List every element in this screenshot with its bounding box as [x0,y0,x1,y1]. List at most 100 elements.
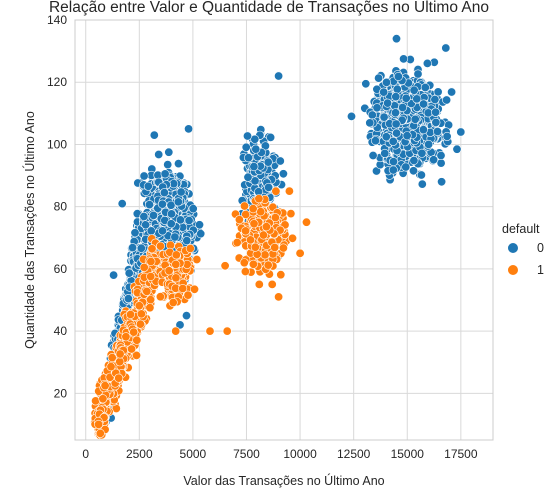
point-series-0 [176,216,184,224]
point-series-1 [116,358,124,366]
point-series-0 [145,200,153,208]
point-series-1 [302,218,310,226]
x-tick-labels: 0 2500 5000 7500 10000 12500 15000 17500 [82,447,477,461]
point-series-0 [424,140,432,148]
point-series-0 [380,88,388,96]
point-series-0 [403,132,411,140]
point-series-0 [382,133,390,141]
point-series-1 [169,298,177,306]
point-series-0 [431,108,439,116]
point-series-1 [272,187,280,195]
point-series-0 [362,80,370,88]
point-series-0 [347,112,355,120]
point-series-0 [182,311,190,319]
point-series-1 [122,333,130,341]
y-tick-label: 80 [54,200,68,214]
point-series-0 [424,109,432,117]
point-series-1 [255,280,263,288]
point-series-1 [206,327,214,335]
y-tick-label: 40 [54,324,68,338]
point-series-1 [148,245,156,253]
x-tick-label: 7500 [233,447,260,461]
y-tick-labels: 20 40 60 80 100 120 140 [47,13,67,400]
point-series-1 [240,259,248,267]
point-series-0 [437,159,445,167]
point-series-0 [131,229,139,237]
point-series-0 [244,154,252,162]
point-series-1 [246,236,254,244]
point-series-0 [373,104,381,112]
point-series-1 [127,345,135,353]
point-series-0 [128,243,136,251]
point-series-1 [140,263,148,271]
point-series-0 [144,182,152,190]
point-series-1 [165,267,173,275]
point-series-0 [447,88,455,96]
x-tick-label: 12500 [337,447,371,461]
point-series-1 [190,285,198,293]
point-series-1 [172,260,180,268]
point-series-0 [413,95,421,103]
point-series-0 [392,129,400,137]
point-series-1 [143,287,151,295]
point-series-0 [394,72,402,80]
point-series-0 [125,269,133,277]
point-series-0 [242,143,250,151]
point-series-1 [115,374,123,382]
point-series-0 [457,128,465,136]
point-series-1 [156,293,164,301]
point-series-1 [137,310,145,318]
point-series-0 [150,131,158,139]
point-series-0 [161,170,169,178]
point-series-1 [186,244,194,252]
point-series-0 [118,199,126,207]
point-series-1 [101,382,109,390]
point-series-1 [146,304,154,312]
point-series-1 [285,187,293,195]
point-series-0 [171,233,179,241]
y-tick-label: 60 [54,262,68,276]
point-series-0 [264,158,272,166]
point-series-1 [233,238,241,246]
point-series-1 [287,209,295,217]
point-series-1 [94,420,102,428]
point-series-0 [423,59,431,67]
point-series-1 [240,202,248,210]
point-series-0 [409,167,417,175]
point-series-0 [402,94,410,102]
point-series-0 [392,120,400,128]
y-axis-label: Quantidade das Transações no Último Ano [22,111,37,349]
point-series-0 [433,127,441,135]
point-series-1 [223,327,231,335]
x-tick-label: 0 [82,447,89,461]
point-series-0 [174,159,182,167]
point-series-1 [172,251,180,259]
point-series-0 [382,78,390,86]
point-series-1 [268,280,276,288]
point-series-0 [393,85,401,93]
point-series-0 [266,133,274,141]
point-series-0 [402,163,410,171]
point-series-0 [155,150,163,158]
point-series-1 [288,234,296,242]
chart-title: Relação entre Valor e Quantidade de Tran… [49,0,489,16]
point-series-0 [195,221,203,229]
point-series-0 [453,145,461,153]
point-series-0 [243,132,251,140]
point-series-0 [174,198,182,206]
point-series-0 [158,200,166,208]
point-series-1 [274,293,282,301]
point-series-0 [250,162,258,170]
point-series-0 [383,99,391,107]
y-tick-label: 20 [54,386,68,400]
point-series-0 [389,166,397,174]
point-series-0 [414,70,422,78]
point-series-0 [442,96,450,104]
legend: default 0 1 [502,222,544,277]
point-series-0 [177,188,185,196]
point-series-0 [252,145,260,153]
point-series-0 [411,115,419,123]
legend-label-0: 0 [537,241,544,255]
data-points [91,35,465,440]
point-series-1 [257,208,265,216]
